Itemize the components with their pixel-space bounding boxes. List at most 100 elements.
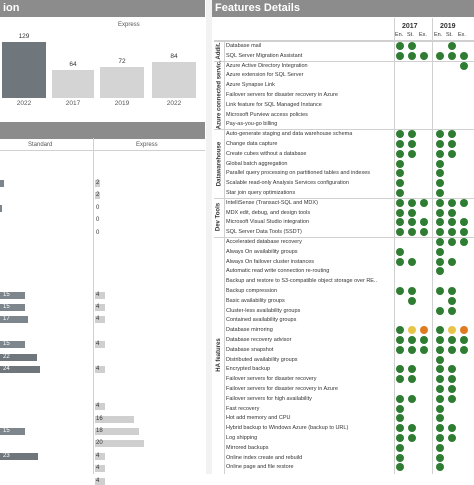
- availability-dot[interactable]: [460, 51, 468, 60]
- availability-dot[interactable]: [460, 198, 468, 207]
- availability-dot[interactable]: [436, 394, 444, 403]
- availability-dot[interactable]: [408, 149, 416, 158]
- availability-dot[interactable]: [436, 443, 444, 452]
- express-bar[interactable]: [95, 403, 105, 411]
- availability-dot[interactable]: [436, 306, 444, 315]
- availability-dot[interactable]: [396, 218, 404, 227]
- availability-dot[interactable]: [396, 345, 404, 354]
- availability-dot[interactable]: [436, 355, 444, 364]
- availability-dot[interactable]: [436, 179, 444, 188]
- top-bar[interactable]: [52, 70, 94, 98]
- availability-dot[interactable]: [396, 326, 404, 335]
- availability-dot[interactable]: [436, 140, 444, 148]
- express-bar[interactable]: [95, 428, 139, 435]
- availability-dot[interactable]: [448, 208, 456, 217]
- availability-dot[interactable]: [408, 287, 416, 295]
- availability-dot[interactable]: [408, 218, 416, 227]
- availability-dot[interactable]: [448, 375, 456, 384]
- availability-dot[interactable]: [436, 238, 444, 246]
- availability-dot[interactable]: [408, 375, 416, 384]
- standard-bar[interactable]: [0, 180, 4, 187]
- availability-dot[interactable]: [436, 198, 444, 207]
- availability-dot[interactable]: [436, 414, 444, 423]
- availability-dot[interactable]: [420, 198, 428, 207]
- express-bar[interactable]: [95, 341, 105, 349]
- standard-bar[interactable]: [0, 353, 37, 361]
- availability-dot[interactable]: [408, 228, 416, 237]
- top-bar[interactable]: [2, 42, 46, 98]
- availability-dot[interactable]: [448, 218, 456, 227]
- standard-bar[interactable]: [0, 341, 25, 349]
- availability-dot[interactable]: [396, 140, 404, 148]
- express-bar[interactable]: [95, 465, 105, 473]
- availability-dot[interactable]: [420, 218, 428, 227]
- availability-dot[interactable]: [436, 326, 444, 335]
- availability-dot[interactable]: [448, 51, 456, 60]
- standard-bar[interactable]: [0, 452, 38, 460]
- availability-dot[interactable]: [396, 198, 404, 207]
- availability-dot[interactable]: [396, 463, 404, 472]
- availability-dot[interactable]: [396, 404, 404, 413]
- availability-dot[interactable]: [448, 385, 456, 393]
- availability-dot[interactable]: [396, 336, 404, 344]
- standard-bar[interactable]: [0, 316, 28, 324]
- availability-dot[interactable]: [448, 296, 456, 305]
- availability-dot[interactable]: [436, 228, 444, 237]
- availability-dot[interactable]: [420, 228, 428, 237]
- availability-dot[interactable]: [448, 424, 456, 433]
- availability-dot[interactable]: [436, 434, 444, 442]
- availability-dot[interactable]: [460, 218, 468, 227]
- availability-dot[interactable]: [448, 257, 456, 266]
- availability-dot[interactable]: [436, 453, 444, 462]
- availability-dot[interactable]: [448, 140, 456, 148]
- availability-dot[interactable]: [436, 287, 444, 295]
- availability-dot[interactable]: [396, 42, 404, 50]
- availability-dot[interactable]: [436, 336, 444, 344]
- availability-dot[interactable]: [396, 189, 404, 197]
- availability-dot[interactable]: [396, 149, 404, 158]
- availability-dot[interactable]: [396, 434, 404, 442]
- availability-dot[interactable]: [460, 326, 468, 335]
- standard-bar[interactable]: [0, 204, 2, 212]
- availability-dot[interactable]: [460, 336, 468, 344]
- availability-dot[interactable]: [448, 130, 456, 139]
- availability-dot[interactable]: [448, 345, 456, 354]
- availability-dot[interactable]: [448, 149, 456, 158]
- express-bar[interactable]: [95, 452, 105, 460]
- availability-dot[interactable]: [396, 228, 404, 237]
- column-header[interactable]: St.: [446, 32, 453, 38]
- availability-dot[interactable]: [460, 61, 468, 70]
- column-header[interactable]: En.: [434, 32, 443, 38]
- availability-dot[interactable]: [436, 189, 444, 197]
- availability-dot[interactable]: [408, 345, 416, 354]
- availability-dot[interactable]: [408, 140, 416, 148]
- availability-dot[interactable]: [460, 345, 468, 354]
- availability-dot[interactable]: [408, 326, 416, 335]
- availability-dot[interactable]: [408, 208, 416, 217]
- availability-dot[interactable]: [436, 424, 444, 433]
- availability-dot[interactable]: [448, 228, 456, 237]
- availability-dot[interactable]: [408, 434, 416, 442]
- availability-dot[interactable]: [408, 424, 416, 433]
- availability-dot[interactable]: [436, 247, 444, 256]
- standard-bar[interactable]: [0, 366, 40, 373]
- standard-bar[interactable]: [0, 291, 25, 299]
- availability-dot[interactable]: [396, 453, 404, 462]
- availability-dot[interactable]: [420, 345, 428, 354]
- availability-dot[interactable]: [436, 149, 444, 158]
- availability-dot[interactable]: [408, 296, 416, 305]
- availability-dot[interactable]: [460, 238, 468, 246]
- availability-dot[interactable]: [448, 394, 456, 403]
- panel-scrollbar[interactable]: [206, 0, 212, 474]
- express-bar[interactable]: [95, 440, 144, 448]
- availability-dot[interactable]: [396, 375, 404, 384]
- availability-dot[interactable]: [396, 257, 404, 266]
- availability-dot[interactable]: [436, 257, 444, 266]
- availability-dot[interactable]: [448, 238, 456, 246]
- availability-dot[interactable]: [396, 247, 404, 256]
- availability-dot[interactable]: [408, 257, 416, 266]
- availability-dot[interactable]: [408, 336, 416, 344]
- availability-dot[interactable]: [396, 51, 404, 60]
- column-header[interactable]: Ex.: [419, 32, 427, 38]
- top-bar[interactable]: [100, 66, 144, 98]
